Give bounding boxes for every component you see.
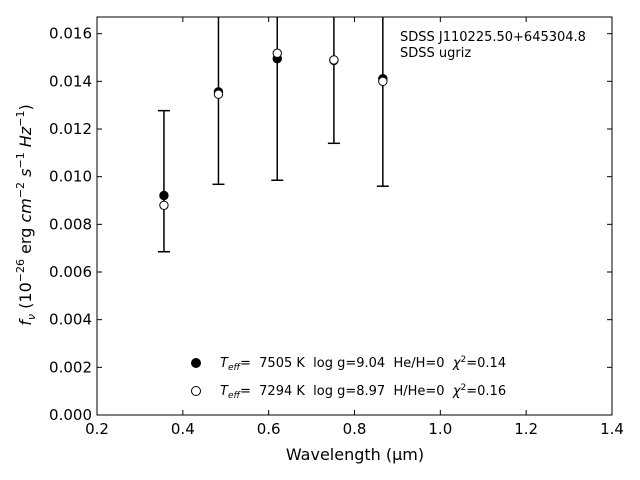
x-tick-label: 0.4	[171, 420, 195, 438]
legend-marker-open	[191, 386, 201, 396]
model-point-open	[329, 55, 339, 65]
plot-content	[157, 17, 389, 253]
y-tick-label: 0.012	[49, 120, 92, 138]
legend-marker-filled	[191, 358, 201, 368]
y-tick-label: 0.004	[49, 311, 92, 329]
model-point-filled	[159, 190, 169, 201]
y-axis-ticks: 0.000 0.002 0.004 0.006 0.008 0.010 0.012 0.014…	[49, 25, 612, 424]
model-point-open	[378, 76, 388, 87]
y-tick-label: 0.006	[49, 263, 92, 281]
object-name-annotation: SDSS J110225.50+645304.8	[400, 30, 586, 45]
x-tick-label: 0.2	[85, 420, 109, 438]
x-tick-label: 0.8	[343, 420, 367, 438]
x-tick-label: 1.0	[428, 420, 452, 438]
x-tick-label: 1.2	[514, 420, 538, 438]
x-axis-label: Wavelength (μm)	[286, 445, 424, 464]
y-tick-label: 0.000	[49, 406, 92, 424]
y-tick-label: 0.010	[49, 168, 92, 186]
y-tick-label: 0.016	[49, 25, 92, 43]
y-axis-label-group: fν (10−26 erg cm−2 s−1 Hz−1)	[14, 104, 38, 325]
legend-entry-2: Teff= 7294 K log g=8.97 H/He=0 χ2=0.16	[220, 383, 506, 401]
model-point-open	[272, 48, 282, 58]
x-axis-ticks: 0.2 0.4 0.6 0.8 1.0 1.2 1.4	[85, 17, 624, 438]
y-tick-label: 0.008	[49, 215, 92, 233]
y-tick-label: 0.002	[49, 358, 92, 376]
legend-entry-1: Teff= 7505 K log g=9.04 He/H=0 χ2=0.14	[220, 355, 506, 373]
legend: Teff= 7505 K log g=9.04 He/H=0 χ2=0.14 T…	[191, 355, 506, 401]
model-point-open	[159, 200, 169, 210]
x-tick-label: 1.4	[600, 420, 624, 438]
survey-annotation: SDSS ugriz	[400, 46, 471, 61]
y-tick-label: 0.014	[49, 72, 92, 90]
y-axis-label: fν (10−26 erg cm−2 s−1 Hz−1)	[14, 104, 38, 325]
x-tick-label: 0.6	[257, 420, 281, 438]
model-point-open	[213, 89, 224, 99]
